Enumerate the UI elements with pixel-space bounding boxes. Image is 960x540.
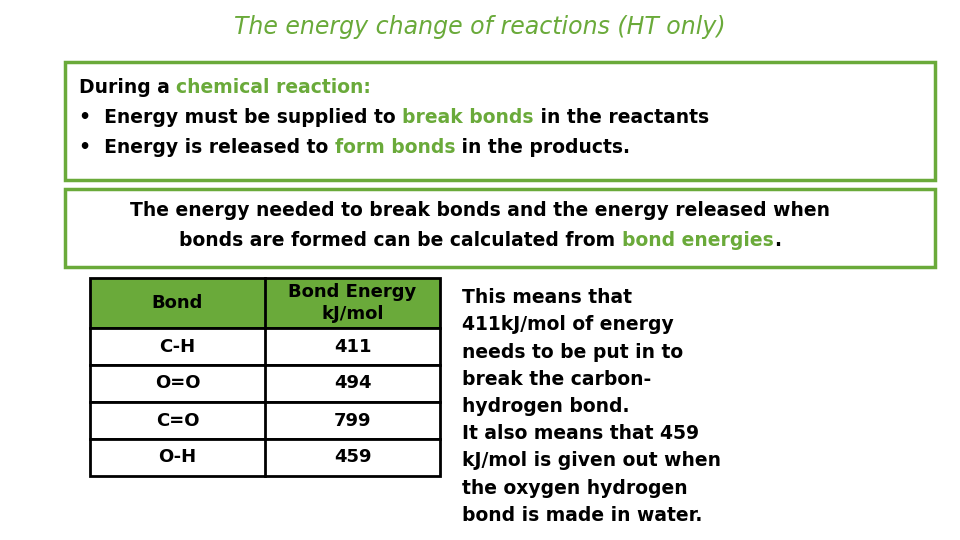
Text: in the reactants: in the reactants — [534, 108, 708, 127]
FancyBboxPatch shape — [65, 189, 935, 267]
Bar — [90, 278, 440, 328]
Text: 799: 799 — [334, 411, 372, 429]
Text: Bond: Bond — [152, 294, 204, 312]
Text: bonds are formed can be calculated from: bonds are formed can be calculated from — [180, 231, 622, 250]
Text: The energy needed to break bonds and the energy released when: The energy needed to break bonds and the… — [130, 201, 830, 220]
Bar — [90, 439, 440, 476]
Text: in the products.: in the products. — [455, 138, 631, 157]
Text: chemical reaction:: chemical reaction: — [177, 78, 372, 97]
Text: C=O: C=O — [156, 411, 200, 429]
Text: 494: 494 — [334, 375, 372, 393]
Text: O=O: O=O — [155, 375, 201, 393]
Text: bond energies: bond energies — [622, 231, 774, 250]
Text: form bonds: form bonds — [335, 138, 455, 157]
Text: break bonds: break bonds — [402, 108, 534, 127]
Text: •  Energy is released to: • Energy is released to — [79, 138, 335, 157]
Bar — [90, 328, 440, 365]
Text: The energy change of reactions (HT only): The energy change of reactions (HT only) — [234, 15, 726, 39]
Text: This means that
411kJ/mol of energy
needs to be put in to
break the carbon-
hydr: This means that 411kJ/mol of energy need… — [462, 288, 721, 525]
FancyBboxPatch shape — [65, 62, 935, 180]
Text: 459: 459 — [334, 449, 372, 467]
Text: C-H: C-H — [159, 338, 196, 355]
Text: Bond Energy
kJ/mol: Bond Energy kJ/mol — [288, 283, 417, 323]
Text: .: . — [774, 231, 780, 250]
Text: O-H: O-H — [158, 449, 197, 467]
Bar — [90, 402, 440, 439]
Text: •  Energy must be supplied to: • Energy must be supplied to — [79, 108, 402, 127]
Text: 411: 411 — [334, 338, 372, 355]
Bar — [90, 365, 440, 402]
Text: During a: During a — [79, 78, 177, 97]
